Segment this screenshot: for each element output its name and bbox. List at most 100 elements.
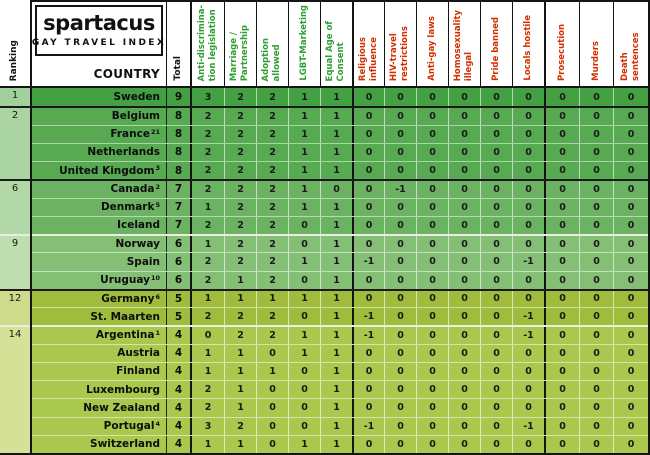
score-cell: 0: [480, 162, 512, 180]
total-cell: 6: [167, 236, 192, 253]
country-column-header: spartacus GAY TRAVEL INDEX COUNTRY: [32, 0, 167, 86]
score-cell: 1: [320, 290, 352, 307]
ranking-column-header: Ranking: [0, 0, 32, 86]
score-cell: 0: [613, 271, 648, 289]
column-header-label: Murders: [590, 41, 601, 81]
score-cell: 2: [224, 125, 256, 143]
country-name: Sweden: [113, 91, 161, 104]
total-cell: 4: [167, 435, 192, 453]
score-cell: 2: [224, 417, 256, 435]
score-cell: -1: [352, 253, 384, 271]
score-cell: 1: [224, 381, 256, 399]
table-row: Argentina 1 4 0 2 2 1 1 -1 0 0 0 0 -1 0 0 0: [32, 325, 648, 344]
score-cell: 0: [613, 308, 648, 326]
country-cell: Canada 2: [32, 181, 167, 198]
score-cell: 0: [384, 162, 416, 180]
country-cell: France 21: [32, 125, 167, 143]
score-cell: 0: [579, 290, 613, 307]
column-header-label: Pride banned: [490, 17, 501, 81]
score-cell: 1: [256, 290, 288, 307]
score-cell: 1: [204, 365, 212, 377]
score-cell: 2: [256, 143, 288, 161]
country-cell: Argentina 1: [32, 327, 167, 344]
score-cell: 1: [320, 88, 352, 107]
score-cell: 0: [416, 344, 448, 362]
column-header: Anti-gay laws: [416, 0, 448, 86]
score-cell: 0: [352, 290, 384, 307]
score-cell: 0: [352, 362, 384, 380]
score-cell: 0: [352, 198, 384, 216]
column-header-label: Locals hostile: [522, 15, 533, 81]
score-cell: 0: [352, 236, 384, 253]
column-header-label: Religious influence: [357, 36, 379, 81]
total-cell: 7: [167, 181, 192, 198]
score-cell: 0: [448, 88, 480, 107]
rank-number: 6: [11, 183, 19, 195]
score-cell: 1: [288, 88, 320, 107]
rank-number: 9: [11, 238, 19, 249]
score-cell: -1: [352, 417, 384, 435]
score-cell: 0: [448, 435, 480, 453]
country-footnote: 5: [155, 200, 160, 209]
score-cell: 0: [512, 143, 544, 161]
country-name: Denmark: [100, 201, 155, 214]
column-header: Prosecution: [544, 0, 579, 86]
score-cell: 1: [288, 435, 320, 453]
score-cell: 0: [448, 108, 480, 125]
score-cell: 0: [448, 327, 480, 344]
score-cell: 0: [480, 236, 512, 253]
score-cell: 1: [204, 293, 212, 305]
score-cell: 0: [204, 329, 212, 341]
table-row: Finland 4 1 1 1 0 1 0 0 0 0 0 0 0 0 0: [32, 361, 648, 380]
rank-cell: 12: [0, 288, 30, 326]
score-cell: 1: [288, 108, 320, 125]
column-header-label: Anti-gay laws: [426, 16, 437, 81]
score-cell: 0: [416, 381, 448, 399]
score-cell: 0: [613, 198, 648, 216]
table-row: Switzerland 4 1 1 0 1 1 0 0 0 0 0 0 0 0 0: [32, 434, 648, 453]
score-cell: 0: [416, 308, 448, 326]
score-cell: 0: [512, 271, 544, 289]
score-cell: 2: [256, 271, 288, 289]
country-name: Germany: [101, 292, 155, 305]
score-cell: 2: [204, 256, 212, 268]
column-header-label: Death sentences: [619, 32, 641, 81]
score-cell: 0: [579, 143, 613, 161]
score-cell: 0: [579, 327, 613, 344]
score-cell: 0: [480, 417, 512, 435]
score-cell: 0: [416, 327, 448, 344]
score-cell: 2: [204, 274, 212, 286]
score-cell: 0: [480, 381, 512, 399]
score-cell: 2: [224, 236, 256, 253]
score-cell: 0: [613, 108, 648, 125]
score-cell: 1: [224, 290, 256, 307]
score-cell: 1: [320, 435, 352, 453]
score-cell: 1: [320, 162, 352, 180]
score-cell: 0: [448, 381, 480, 399]
score-cell: 2: [256, 236, 288, 253]
score-cell: 0: [544, 253, 579, 271]
score-cell: 0: [288, 399, 320, 417]
spartacus-logo: spartacus GAY TRAVEL INDEX: [32, 5, 164, 56]
column-header-label: Equal Age of Consent: [325, 20, 347, 81]
score-cell: 0: [613, 143, 648, 161]
score-cell: 0: [448, 271, 480, 289]
score-cell: 1: [320, 125, 352, 143]
score-cell: 1: [288, 253, 320, 271]
country-header-label: COUNTRY: [93, 67, 160, 81]
score-cell: 3: [204, 91, 212, 103]
score-cell: 0: [544, 417, 579, 435]
country-cell: Uruguay 10: [32, 271, 167, 289]
score-cell: 1: [288, 344, 320, 362]
score-cell: 0: [384, 308, 416, 326]
score-cell: 0: [416, 143, 448, 161]
country-footnote: 2: [155, 183, 160, 192]
score-cell: 0: [256, 344, 288, 362]
country-cell: St. Maarten: [32, 308, 167, 326]
column-header: Murders: [579, 0, 613, 86]
country-footnote: 1: [155, 329, 160, 338]
score-cell: 0: [352, 125, 384, 143]
score-cell: 1: [256, 362, 288, 380]
total-cell: 5: [167, 308, 192, 326]
